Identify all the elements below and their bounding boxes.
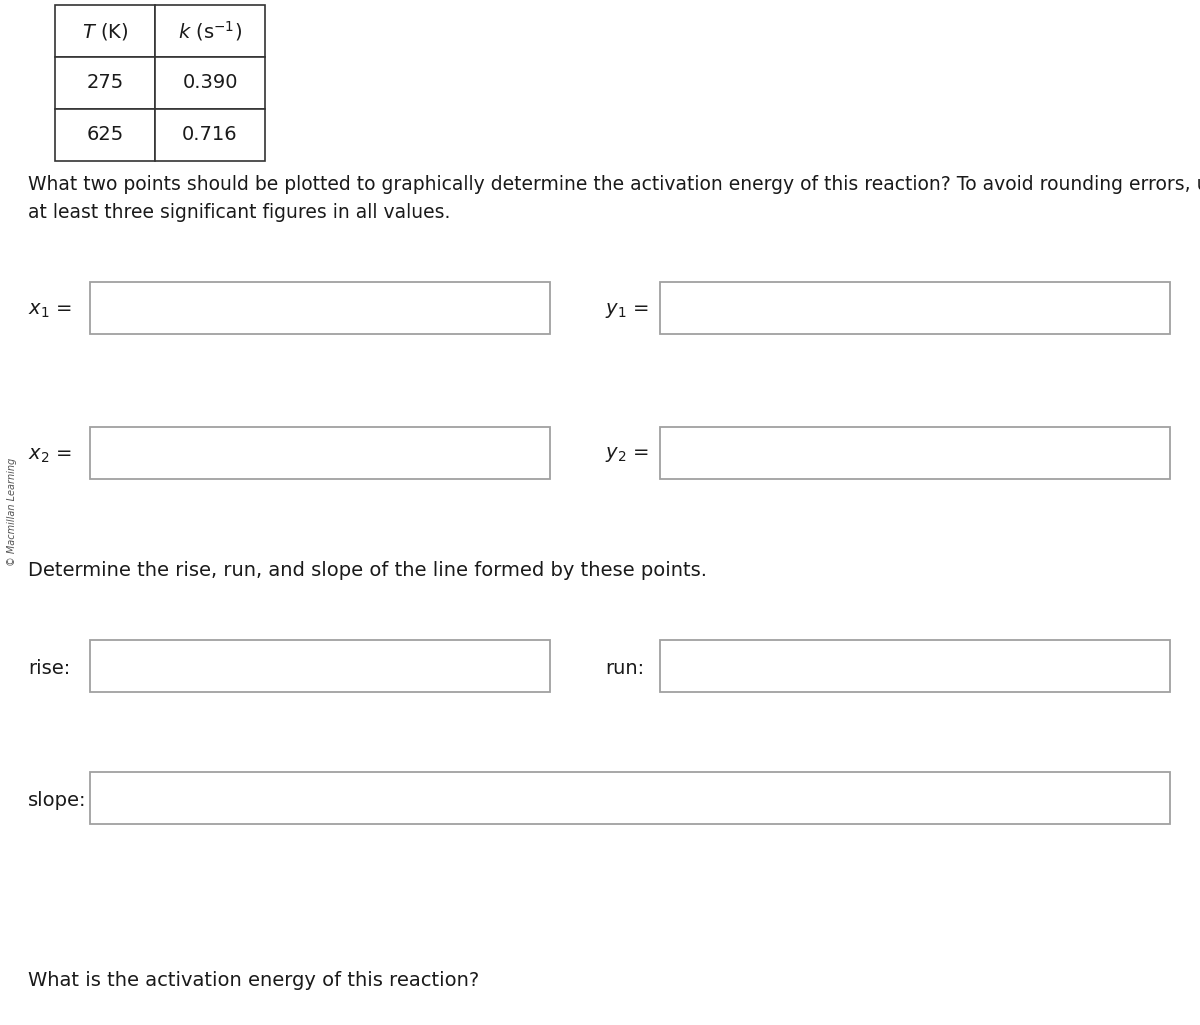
Text: $\it{T}$ (K): $\it{T}$ (K) <box>82 20 128 41</box>
Text: What two points should be plotted to graphically determine the activation energy: What two points should be plotted to gra… <box>28 175 1200 194</box>
Text: $x_2$ =: $x_2$ = <box>28 446 72 464</box>
Text: 0.390: 0.390 <box>182 74 238 92</box>
Text: slope:: slope: <box>28 790 86 810</box>
Bar <box>55 57 155 109</box>
Text: $y_1$ =: $y_1$ = <box>605 300 649 320</box>
Text: $\it{k}$ (s$^{-1}$): $\it{k}$ (s$^{-1}$) <box>178 19 242 43</box>
Bar <box>155 57 265 109</box>
Bar <box>90 772 1170 824</box>
Bar <box>55 5 155 57</box>
Text: rise:: rise: <box>28 658 71 678</box>
Bar <box>155 109 265 161</box>
Bar <box>155 5 265 57</box>
Text: What is the activation energy of this reaction?: What is the activation energy of this re… <box>28 971 479 989</box>
Text: run:: run: <box>605 658 644 678</box>
Bar <box>660 427 1170 479</box>
Text: © Macmillan Learning: © Macmillan Learning <box>7 458 17 566</box>
Text: 625: 625 <box>86 125 124 145</box>
Bar <box>55 109 155 161</box>
Bar <box>660 282 1170 334</box>
Bar <box>660 640 1170 692</box>
Text: 0.716: 0.716 <box>182 125 238 145</box>
Text: $x_1$ =: $x_1$ = <box>28 300 72 320</box>
Text: $y_2$ =: $y_2$ = <box>605 446 649 464</box>
Text: at least three significant figures in all values.: at least three significant figures in al… <box>28 203 450 222</box>
Bar <box>90 282 550 334</box>
Text: 275: 275 <box>86 74 124 92</box>
Text: Determine the rise, run, and slope of the line formed by these points.: Determine the rise, run, and slope of th… <box>28 561 707 579</box>
Bar <box>90 427 550 479</box>
Bar <box>90 640 550 692</box>
